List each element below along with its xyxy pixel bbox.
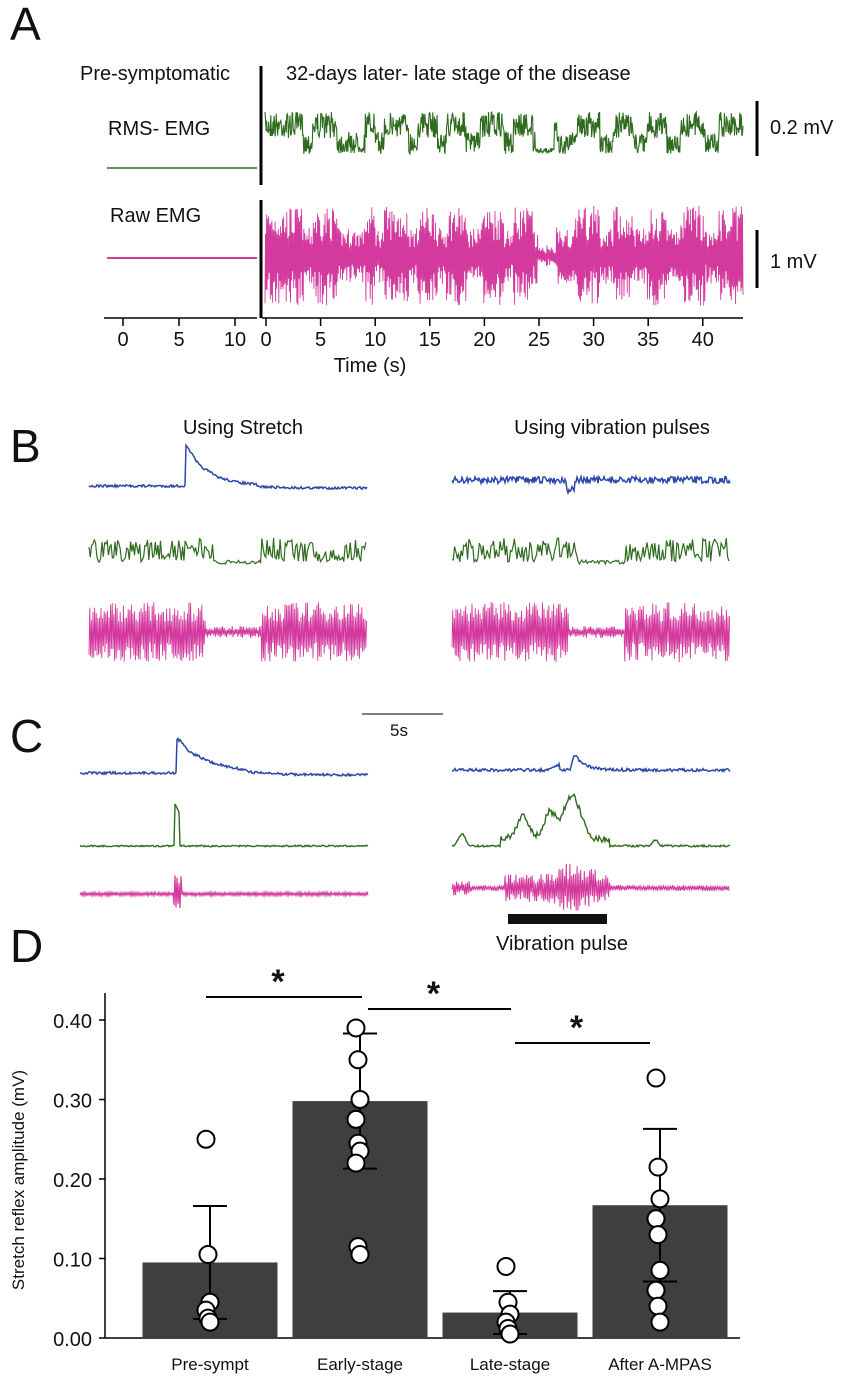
data-point <box>346 1109 366 1129</box>
data-point <box>196 1129 216 1149</box>
tick-label: 30 <box>582 329 604 351</box>
tick-label: 35 <box>637 329 659 351</box>
tick-label: 25 <box>528 329 550 351</box>
vibration-rms-trace <box>451 537 730 566</box>
data-point <box>648 1157 668 1177</box>
panel-letter-c: C <box>10 710 43 762</box>
data-points <box>196 1018 670 1344</box>
panel-a: Pre-symptomatic 32-days later- late stag… <box>80 63 834 377</box>
significance-star: * <box>570 1009 584 1047</box>
scale-raw-label: 1 mV <box>770 251 817 273</box>
panel-letter-d: D <box>10 920 43 972</box>
vibration-raw-trace <box>451 601 731 663</box>
panel-c: 5s Vibration pulse <box>79 713 731 955</box>
late-rms-trace <box>264 110 744 156</box>
x-axis-labels: Pre-sympt Early-stage Late-stage After A-MP… <box>171 1355 712 1374</box>
tick-label: 0 <box>260 329 271 351</box>
data-point <box>500 1324 520 1344</box>
data-point <box>650 1312 670 1332</box>
vibration-force-trace-c <box>451 754 731 774</box>
data-point <box>200 1312 220 1332</box>
scale-rms-label: 0.2 mV <box>770 117 834 139</box>
y-tick-label: 0.00 <box>53 1329 92 1351</box>
tick-label: 0 <box>117 329 128 351</box>
vibration-pulse-label: Vibration pulse <box>496 933 628 955</box>
data-point <box>646 1209 666 1229</box>
vibration-rms-trace-c <box>451 793 731 849</box>
pre-symptomatic-label: Pre-symptomatic <box>80 63 230 85</box>
data-point <box>646 1280 666 1300</box>
stretch-rms-trace-c <box>79 803 369 848</box>
time-axis-label: Time (s) <box>334 355 407 377</box>
data-point <box>346 1153 366 1173</box>
using-stretch-title: Using Stretch <box>183 417 303 439</box>
y-axis-ticks: 0.00 0.10 0.20 0.30 0.40 <box>53 1011 105 1351</box>
x-label-2: Late-stage <box>470 1355 550 1374</box>
late-raw-trace <box>264 205 744 306</box>
tick-label: 40 <box>692 329 714 351</box>
data-point <box>350 1090 370 1109</box>
data-point <box>348 1050 368 1070</box>
significance-star: * <box>271 963 285 1001</box>
tick-label: 15 <box>419 329 441 351</box>
tick-label: 20 <box>473 329 495 351</box>
stretch-force-trace-c <box>79 737 369 778</box>
vibration-force-trace <box>451 474 731 496</box>
panel-b: Using Stretch Using vibration pulses <box>88 417 731 663</box>
y-tick-label: 0.20 <box>53 1170 92 1192</box>
stretch-raw-trace-c <box>79 875 369 909</box>
data-point <box>650 1260 670 1280</box>
y-tick-label: 0.30 <box>53 1091 92 1113</box>
panel-letter-b: B <box>10 420 41 472</box>
using-vibration-title: Using vibration pulses <box>514 417 710 439</box>
y-axis-label: Stretch reflex amplitude (mV) <box>9 1070 28 1290</box>
data-point <box>648 1225 668 1245</box>
tick-label: 10 <box>224 329 246 351</box>
tick-label: 10 <box>364 329 386 351</box>
stretch-force-trace <box>88 443 368 491</box>
panel-letter-a: A <box>10 0 41 50</box>
vibration-pulse-bar <box>508 914 607 924</box>
stretch-rms-trace <box>88 537 367 565</box>
data-point <box>496 1256 516 1276</box>
bars <box>142 1101 728 1338</box>
data-point <box>646 1068 666 1088</box>
x-label-3: After A-MPAS <box>608 1355 712 1374</box>
x-label-0: Pre-sympt <box>171 1355 249 1374</box>
significance-star: * <box>427 975 441 1013</box>
tick-label: 5 <box>315 329 326 351</box>
late-stage-label: 32-days later- late stage of the disease <box>286 63 631 85</box>
y-tick-label: 0.10 <box>53 1250 92 1272</box>
raw-emg-label: Raw EMG <box>110 205 201 227</box>
time-axis-ticks: 0 5 10 0 5 10 15 20 25 30 35 40 <box>117 318 714 351</box>
vibration-raw-trace-c <box>451 863 730 911</box>
data-point <box>650 1189 670 1209</box>
time-scale-label: 5s <box>390 721 408 740</box>
significance-markers: * * * <box>206 963 650 1047</box>
data-point <box>648 1296 668 1316</box>
rms-emg-label: RMS- EMG <box>108 118 210 140</box>
data-point <box>350 1245 370 1265</box>
tick-label: 5 <box>173 329 184 351</box>
panel-d-bar-chart: Stretch reflex amplitude (mV) 0.000.100.… <box>9 963 740 1374</box>
x-label-1: Early-stage <box>317 1355 403 1374</box>
data-point <box>346 1018 366 1038</box>
y-tick-label: 0.40 <box>53 1011 92 1033</box>
data-point <box>198 1245 218 1265</box>
stretch-raw-trace <box>88 602 368 662</box>
